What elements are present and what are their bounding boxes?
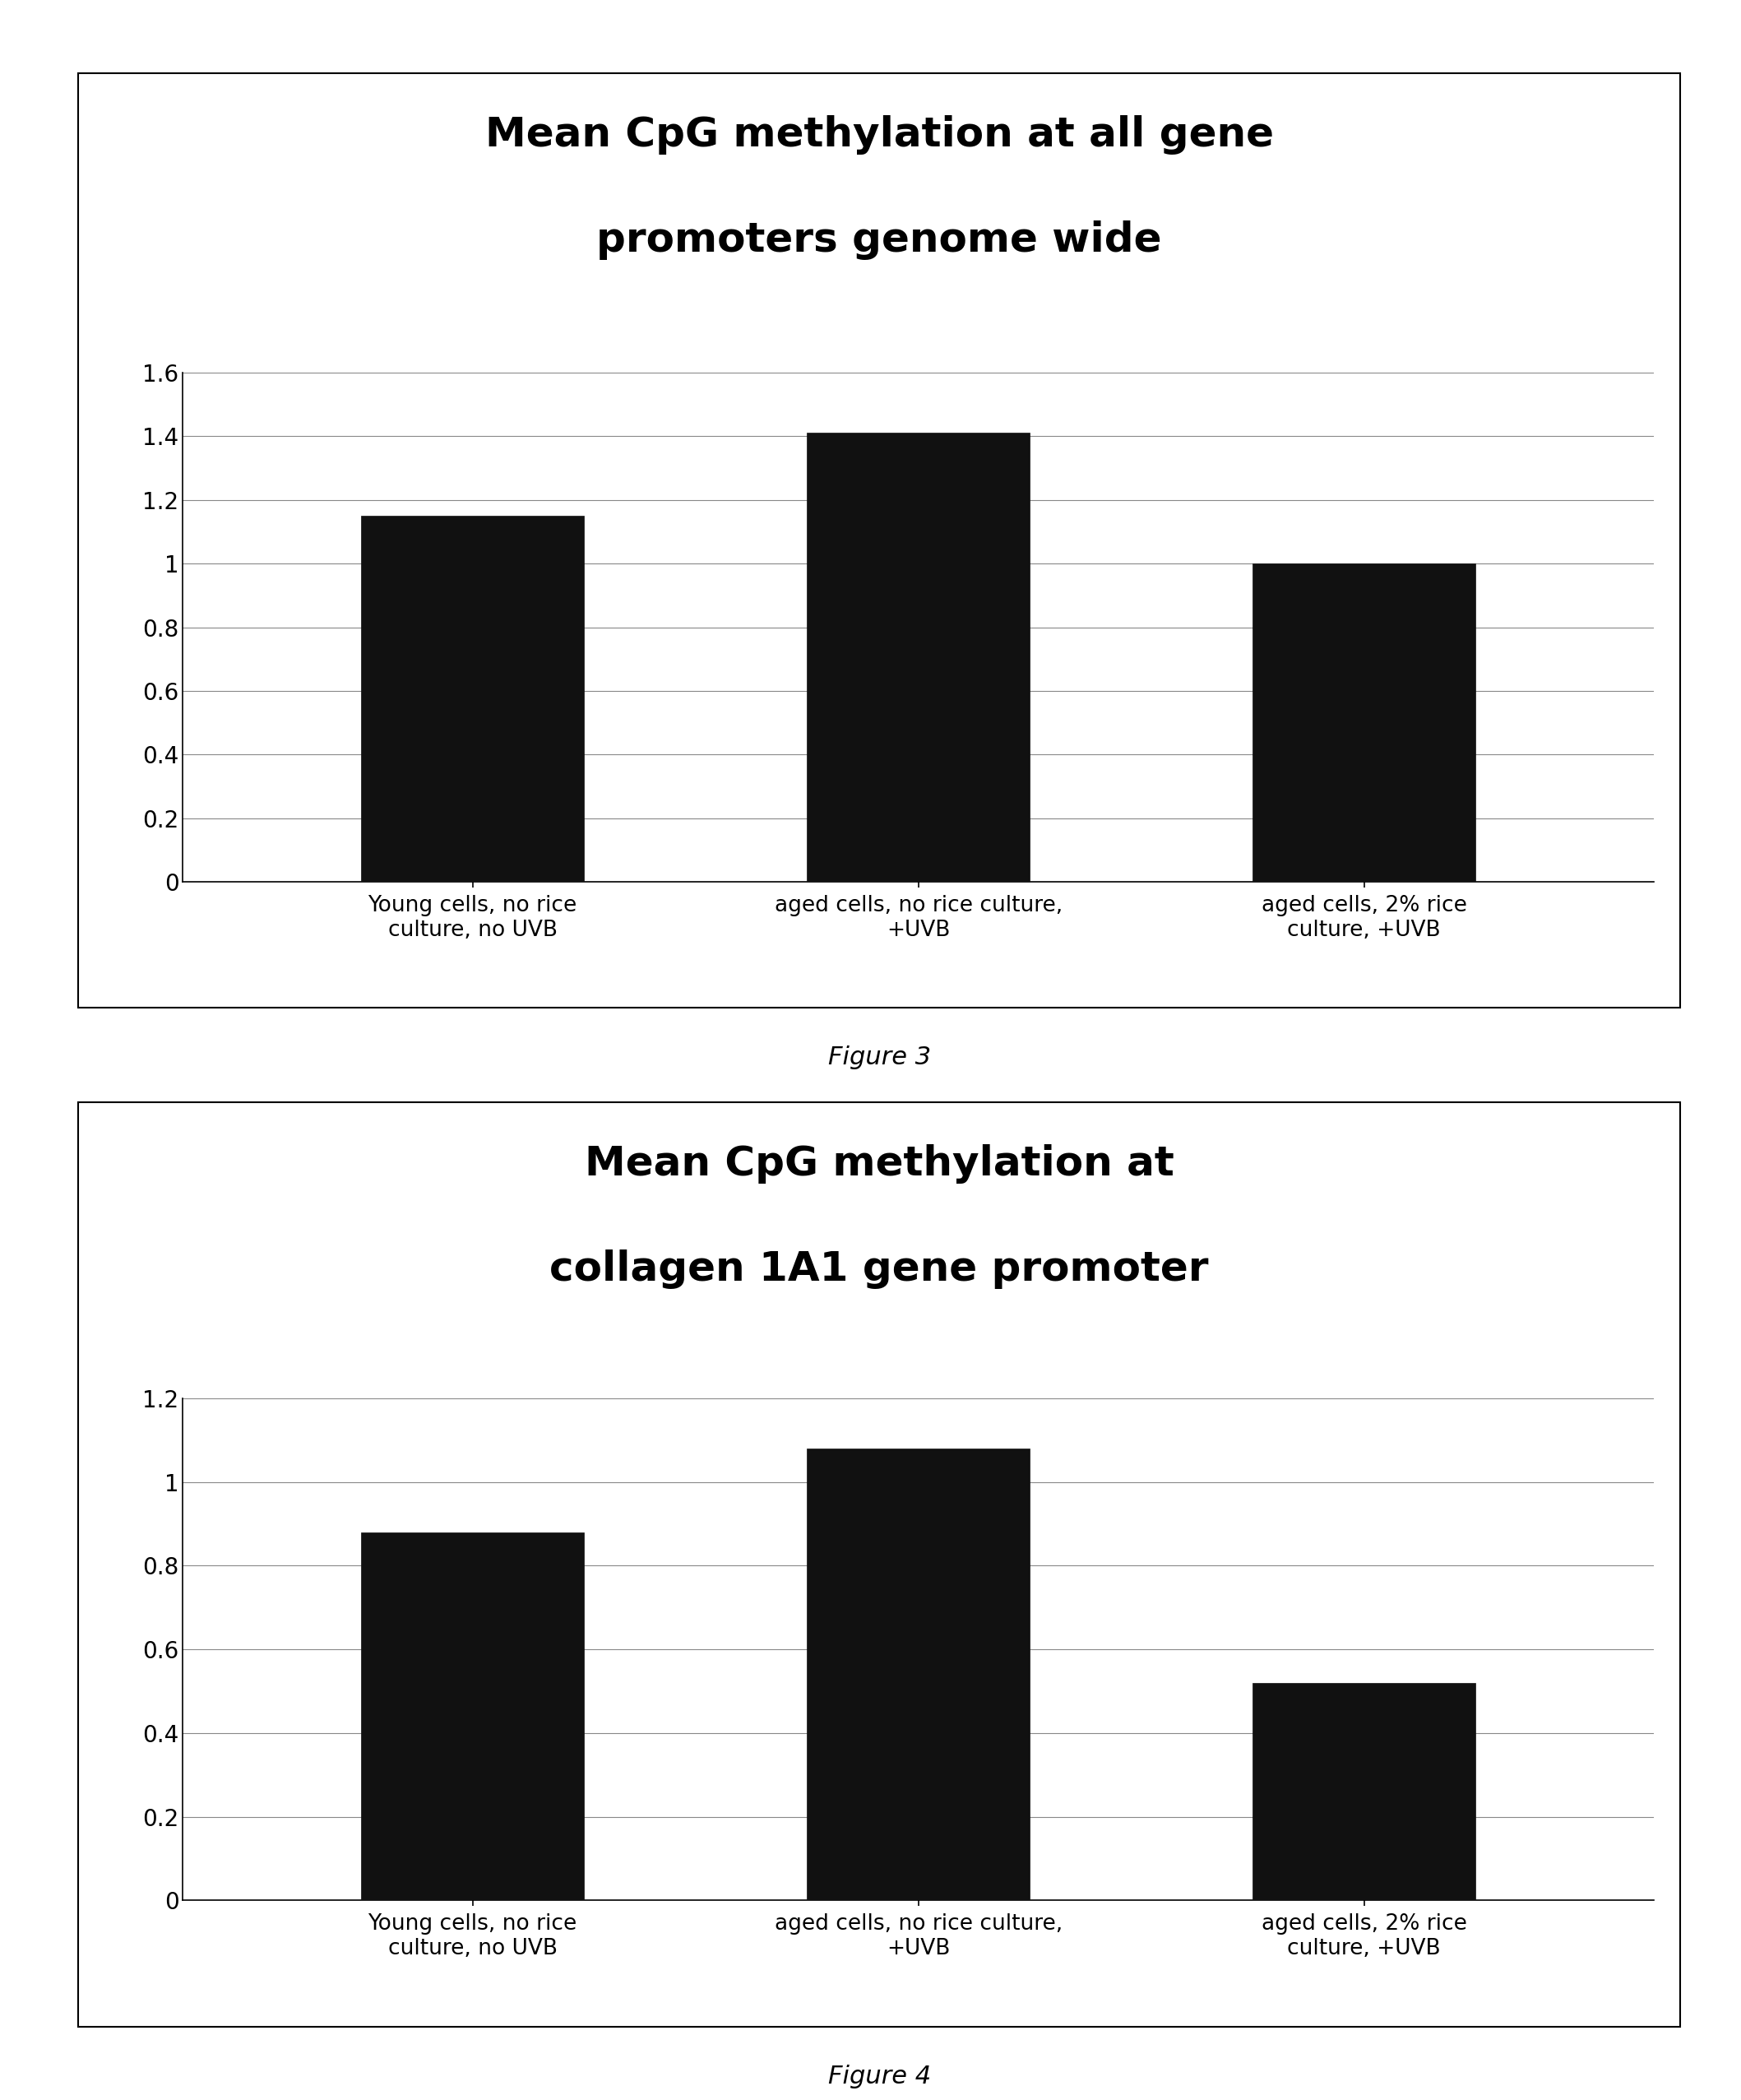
Text: promoters genome wide: promoters genome wide [597,220,1161,260]
Text: Figure 4: Figure 4 [827,2064,931,2087]
Bar [1254,563,1476,882]
Bar [360,517,583,882]
Text: collagen 1A1 gene promoter: collagen 1A1 gene promoter [550,1250,1208,1289]
Bar [360,1533,583,1901]
Text: Mean CpG methylation at all gene: Mean CpG methylation at all gene [486,116,1273,155]
Bar [1254,1682,1476,1901]
Text: Figure 3: Figure 3 [827,1046,931,1069]
Text: Mean CpG methylation at: Mean CpG methylation at [585,1144,1173,1184]
Bar [806,1449,1031,1901]
Bar [806,433,1031,882]
